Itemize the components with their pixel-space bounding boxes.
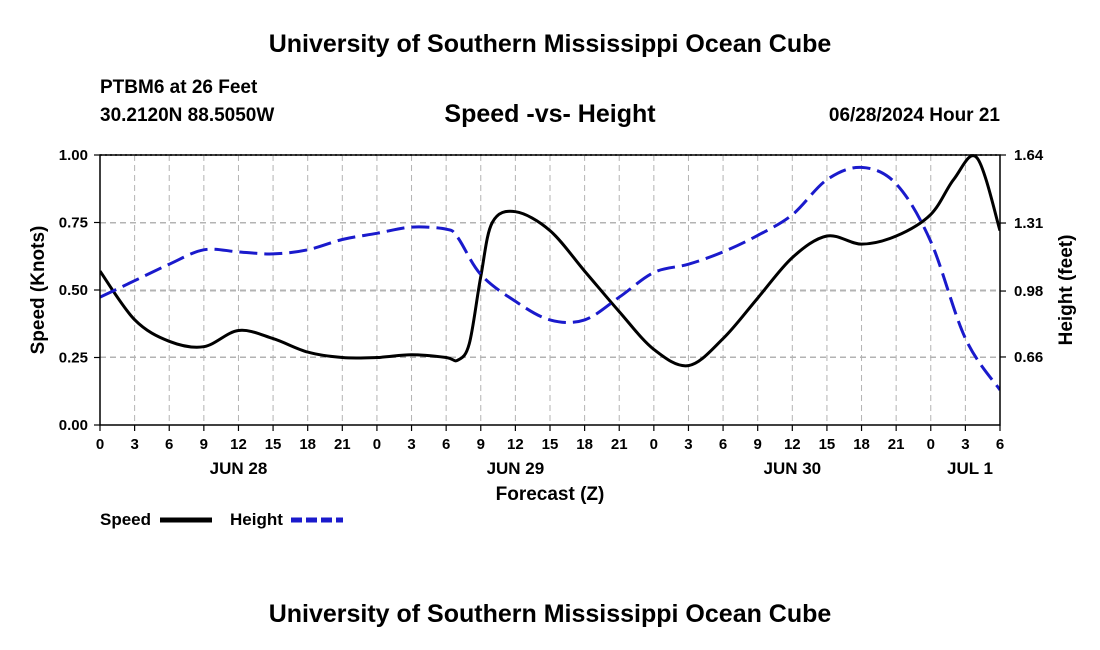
y2-tick-label: 0.66 xyxy=(1014,349,1043,366)
series-line-speed xyxy=(100,154,1000,368)
day-label: JUN 30 xyxy=(763,459,821,478)
y-axis-title: Speed (Knots) xyxy=(28,226,49,355)
x-tick-label: 12 xyxy=(784,436,801,453)
y-tick-label: 0.75 xyxy=(59,215,88,232)
y2-tick-label: 0.98 xyxy=(1014,283,1043,300)
y2-tick-label: 1.31 xyxy=(1014,215,1043,232)
y-tick-label: 0.00 xyxy=(59,417,88,434)
x-tick-label: 3 xyxy=(407,436,415,453)
axes xyxy=(94,154,1006,431)
forecast-datetime: 06/28/2024 Hour 21 xyxy=(828,105,1000,126)
x-tick-label: 18 xyxy=(576,436,593,453)
x-tick-label: 12 xyxy=(507,436,524,453)
day-label: JUN 29 xyxy=(487,459,545,478)
main-title: University of Southern Mississippi Ocean… xyxy=(268,30,832,58)
station-coordinates: 30.2120N 88.5050W xyxy=(100,105,275,126)
x-axis-title: Forecast (Z) xyxy=(496,484,605,505)
bottom-title: University of Southern Mississippi Ocean… xyxy=(268,600,832,628)
x-tick-label: 18 xyxy=(853,436,870,453)
axis-labels: 0 3 6 9 12 15 18 21 0 3 6 9 12 15 18 21 0 3 6 9 12 15 18 21 0 3 6J… xyxy=(59,147,1044,478)
legend-label-speed: Speed xyxy=(100,510,151,529)
x-tick-label: 6 xyxy=(165,436,173,453)
x-tick-label: 6 xyxy=(719,436,727,453)
x-tick-label: 0 xyxy=(650,436,658,453)
y2-tick-label: 1.64 xyxy=(1014,147,1044,164)
x-tick-label: 0 xyxy=(96,436,104,453)
station-label: PTBM6 at 26 Feet xyxy=(100,77,258,98)
x-tick-label: 9 xyxy=(477,436,485,453)
x-tick-label: 9 xyxy=(754,436,762,453)
x-tick-label: 15 xyxy=(819,436,836,453)
x-tick-label: 6 xyxy=(996,436,1004,453)
x-tick-label: 9 xyxy=(200,436,208,453)
x-tick-label: 15 xyxy=(265,436,282,453)
x-tick-label: 3 xyxy=(684,436,692,453)
series xyxy=(100,154,1000,391)
x-tick-label: 18 xyxy=(299,436,316,453)
x-tick-label: 3 xyxy=(130,436,138,453)
chart-title: Speed -vs- Height xyxy=(444,100,656,128)
legend-label-height: Height xyxy=(230,510,283,529)
x-tick-label: 21 xyxy=(611,436,628,453)
x-tick-label: 15 xyxy=(542,436,559,453)
x-tick-label: 12 xyxy=(230,436,247,453)
x-tick-label: 0 xyxy=(927,436,935,453)
y-tick-label: 0.50 xyxy=(59,282,88,299)
x-tick-label: 6 xyxy=(442,436,450,453)
y2-axis-title: Height (feet) xyxy=(1056,235,1077,346)
x-tick-label: 21 xyxy=(888,436,905,453)
y-tick-label: 1.00 xyxy=(59,147,88,164)
grid xyxy=(100,154,1000,425)
x-tick-label: 0 xyxy=(373,436,381,453)
x-tick-label: 3 xyxy=(961,436,969,453)
legend: Speed Height xyxy=(100,510,343,529)
x-tick-label: 21 xyxy=(334,436,351,453)
day-label: JUL 1 xyxy=(947,459,993,478)
day-label: JUN 28 xyxy=(210,459,268,478)
y-tick-label: 0.25 xyxy=(59,350,88,367)
series-line-height xyxy=(100,165,1000,391)
